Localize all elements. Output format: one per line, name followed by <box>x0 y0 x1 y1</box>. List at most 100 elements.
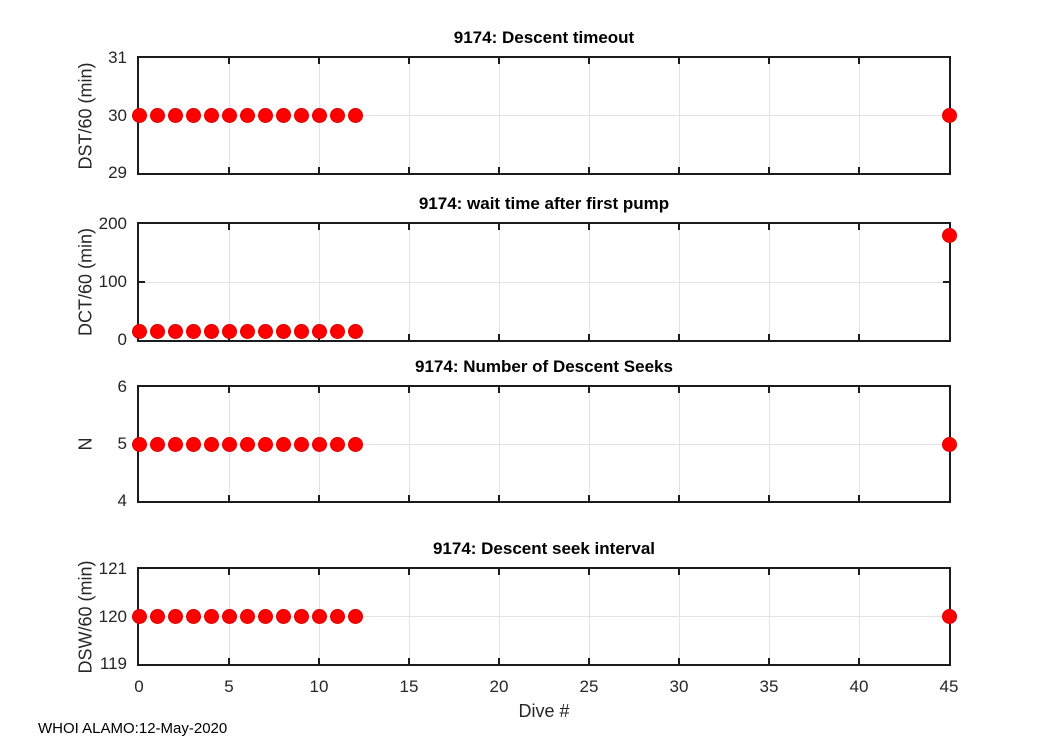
data-point <box>257 436 273 452</box>
x-tick-mark <box>858 387 860 393</box>
x-tick-label: 15 <box>399 677 419 696</box>
x-tick-mark <box>498 334 500 340</box>
data-point <box>275 323 291 339</box>
x-tick-mark <box>588 569 590 575</box>
x-tick-mark <box>408 569 410 575</box>
x-tick-mark <box>678 334 680 340</box>
data-point <box>347 436 363 452</box>
data-point <box>257 609 273 624</box>
x-tick-mark <box>408 58 410 64</box>
data-point <box>275 609 291 624</box>
x-tick-label: 0 <box>134 677 144 696</box>
data-point <box>311 609 327 624</box>
x-tick-mark <box>588 334 590 340</box>
y-tick-mark <box>139 281 145 283</box>
x-tick-mark <box>588 387 590 393</box>
x-tick-mark <box>768 387 770 393</box>
data-point <box>221 323 237 339</box>
x-tick-mark <box>768 569 770 575</box>
x-tick-mark <box>318 387 320 393</box>
x-tick-label: 10 <box>309 677 329 696</box>
x-tick-mark <box>498 387 500 393</box>
subplot-title: 9174: Number of Descent Seeks <box>415 357 673 376</box>
gridline-horizontal <box>139 281 949 283</box>
data-point <box>293 436 309 452</box>
data-point <box>275 436 291 452</box>
gridline-horizontal <box>139 616 949 617</box>
x-tick-mark <box>678 167 680 173</box>
data-point <box>167 436 183 452</box>
data-point <box>203 436 219 452</box>
x-tick-mark <box>498 58 500 64</box>
y-tick-label: 200 <box>98 214 127 233</box>
y-tick-label: 30 <box>108 105 127 125</box>
x-tick-mark <box>228 569 230 575</box>
x-tick-mark <box>318 58 320 64</box>
data-point <box>131 609 147 624</box>
y-tick-label: 120 <box>98 606 127 626</box>
x-tick-mark <box>228 224 230 230</box>
x-tick-mark <box>858 569 860 575</box>
x-tick-mark <box>858 658 860 664</box>
x-tick-label: 20 <box>489 677 509 696</box>
data-point <box>149 108 165 123</box>
subplot-2: 0 100 200 9174: wait time after first pump D… <box>76 194 957 349</box>
data-point <box>941 108 957 123</box>
data-point <box>185 436 201 452</box>
y-tick-label: 4 <box>117 491 127 510</box>
x-tick-mark <box>408 658 410 664</box>
x-tick-mark <box>858 224 860 230</box>
data-point <box>185 108 201 123</box>
data-point <box>941 436 957 452</box>
data-point <box>185 609 201 624</box>
x-tick-mark <box>228 658 230 664</box>
x-tick-mark <box>408 334 410 340</box>
x-tick-mark <box>318 167 320 173</box>
x-axis-label: Dive # <box>518 701 570 721</box>
y-tick-label: 121 <box>98 559 127 578</box>
x-tick-label: 35 <box>759 677 779 696</box>
x-tick-mark <box>228 58 230 64</box>
data-point <box>293 108 309 123</box>
subplot-4: 119 120 121 0 5 10 15 20 25 30 35 40 45 9174: Descent… <box>76 539 959 696</box>
data-point <box>167 323 183 339</box>
x-tick-mark <box>318 569 320 575</box>
data-point <box>203 609 219 624</box>
y-tick-label: 5 <box>117 434 127 453</box>
y-tick-label: 31 <box>108 48 127 67</box>
x-tick-mark <box>678 224 680 230</box>
data-point <box>221 436 237 452</box>
data-point <box>239 436 255 452</box>
data-point <box>329 609 345 624</box>
x-tick-mark <box>588 658 590 664</box>
x-tick-mark <box>318 495 320 501</box>
x-tick-mark <box>318 224 320 230</box>
x-tick-mark <box>408 387 410 393</box>
x-tick-mark <box>408 224 410 230</box>
y-axis-label: DST/60 (min) <box>75 61 96 170</box>
x-tick-mark <box>588 167 590 173</box>
y-axis-label: N <box>75 437 96 451</box>
x-tick-mark <box>588 58 590 64</box>
x-tick-mark <box>678 495 680 501</box>
x-tick-mark <box>678 569 680 575</box>
data-point <box>239 609 255 624</box>
x-tick-mark <box>228 387 230 393</box>
data-point <box>941 228 957 244</box>
data-point <box>203 108 219 123</box>
data-point <box>275 108 291 123</box>
data-point <box>149 323 165 339</box>
x-tick-mark <box>588 495 590 501</box>
data-point <box>329 323 345 339</box>
x-tick-mark <box>768 495 770 501</box>
watermark-text: WHOI ALAMO:12-May-2020 <box>38 720 228 737</box>
x-tick-mark <box>498 224 500 230</box>
x-tick-mark <box>858 58 860 64</box>
y-tick-mark <box>943 281 949 283</box>
data-point <box>131 436 147 452</box>
y-tick-label: 100 <box>98 272 127 291</box>
x-tick-mark <box>768 224 770 230</box>
y-tick-label: 0 <box>117 330 127 349</box>
data-point <box>167 609 183 624</box>
